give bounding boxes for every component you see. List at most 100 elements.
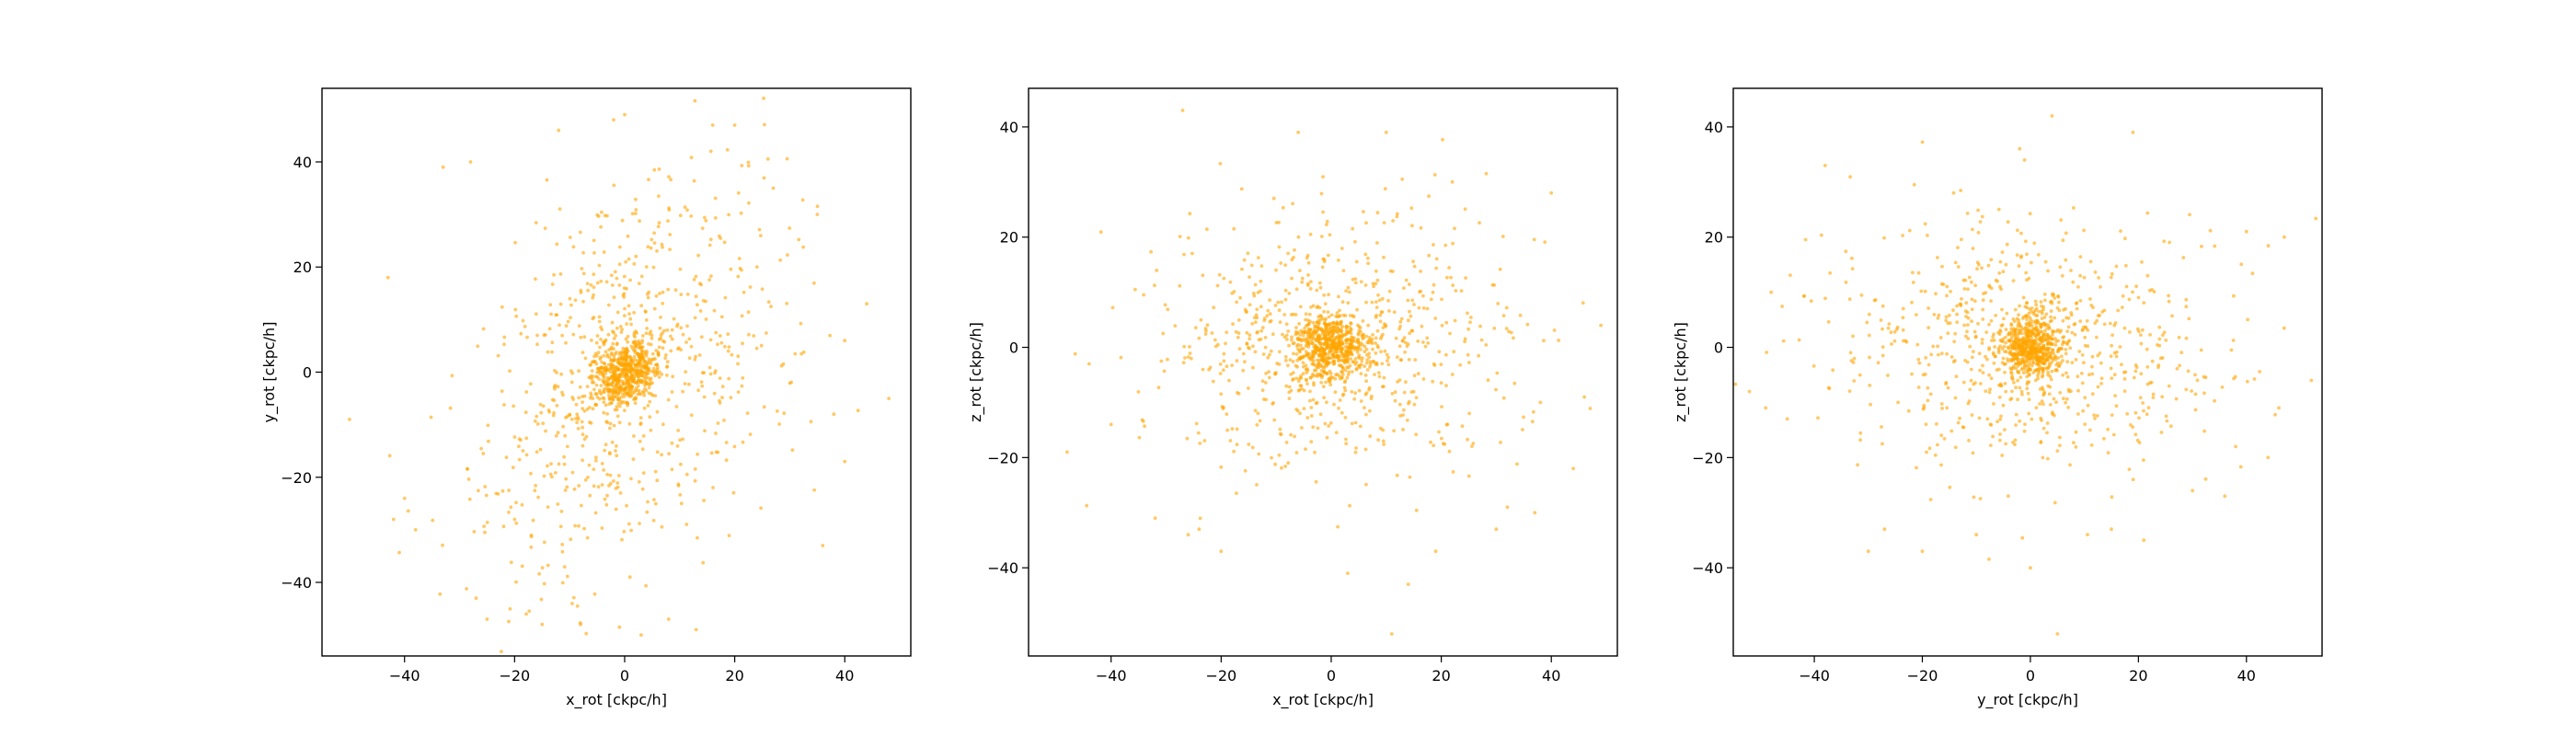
scatter-point — [549, 462, 553, 466]
scatter-point — [2058, 435, 2062, 440]
scatter-point — [560, 543, 565, 546]
scatter-point — [1902, 339, 1905, 343]
scatter-point — [1261, 397, 1266, 401]
scatter-point — [1364, 379, 1368, 384]
scatter-point — [554, 313, 558, 317]
scatter-point — [1337, 294, 1340, 299]
scatter-point — [604, 386, 608, 391]
scatter-point — [615, 341, 619, 346]
scatter-point — [1330, 334, 1335, 338]
scatter-point — [2099, 285, 2102, 289]
scatter-point — [1292, 256, 1295, 259]
scatter-point — [1363, 392, 1368, 397]
scatter-point — [638, 219, 641, 224]
scatter-point — [1317, 362, 1321, 366]
scatter-point — [1386, 362, 1391, 367]
scatter-point — [2054, 329, 2059, 333]
scatter-point — [644, 318, 649, 322]
scatter-point — [2004, 328, 2008, 331]
scatter-point — [1496, 302, 1501, 305]
scatter-point — [580, 420, 584, 424]
scatter-point — [554, 433, 558, 438]
scatter-point — [1923, 289, 1927, 293]
scatter-point — [2048, 355, 2053, 360]
scatter-point — [1219, 392, 1224, 397]
scatter-point — [581, 351, 585, 354]
scatter-point — [1313, 330, 1317, 335]
scatter-point — [608, 382, 613, 386]
scatter-point — [668, 247, 672, 251]
scatter-point — [658, 326, 662, 330]
scatter-point — [1374, 351, 1378, 355]
scatter-point — [1764, 406, 1768, 410]
scatter-point — [616, 401, 621, 406]
scatter-point — [1248, 275, 1251, 279]
scatter-point — [539, 597, 544, 602]
scatter-point — [2047, 392, 2052, 397]
scatter-point — [635, 381, 639, 385]
scatter-point — [592, 285, 596, 290]
scatter-point — [657, 167, 661, 171]
scatter-point — [569, 369, 573, 374]
scatter-point — [482, 524, 486, 528]
scatter-point — [1339, 321, 1343, 326]
scatter-point — [1445, 275, 1449, 280]
scatter-point — [1374, 300, 1378, 304]
scatter-point — [1977, 351, 1982, 356]
scatter-point — [1393, 390, 1397, 395]
scatter-point — [2193, 408, 2198, 412]
scatter-point — [2164, 414, 2168, 419]
scatter-point — [724, 458, 729, 463]
scatter-point — [1153, 516, 1157, 521]
scatter-point — [581, 250, 585, 255]
scatter-point — [617, 283, 622, 287]
scatter-point — [645, 327, 650, 330]
scatter-point — [1343, 416, 1348, 420]
scatter-point — [1365, 340, 1370, 345]
scatter-point — [562, 565, 567, 569]
scatter-point — [2142, 538, 2146, 543]
scatter-point — [1441, 137, 1444, 142]
scatter-point — [1141, 420, 1145, 423]
scatter-point — [1339, 363, 1342, 367]
scatter-point — [679, 462, 683, 466]
x-tick-label: 40 — [2237, 667, 2256, 684]
scatter-point — [2109, 275, 2113, 280]
scatter-point — [1366, 261, 1370, 266]
scatter-point — [1372, 284, 1375, 289]
scatter-point — [736, 190, 741, 195]
scatter-point — [650, 336, 654, 340]
scatter-point — [1338, 314, 1342, 318]
scatter-point — [1304, 344, 1308, 348]
scatter-point — [1375, 241, 1379, 245]
scatter-point — [656, 365, 660, 370]
scatter-point — [762, 176, 766, 180]
scatter-point — [594, 392, 599, 397]
scatter-point — [2131, 477, 2135, 482]
scatter-point — [1283, 288, 1288, 293]
scatter-point — [2106, 427, 2110, 431]
scatter-point — [629, 359, 633, 363]
scatter-point — [623, 306, 627, 311]
scatter-point — [674, 405, 679, 408]
scatter-point — [599, 384, 604, 387]
scatter-point — [592, 467, 596, 471]
scatter-point — [2114, 354, 2119, 359]
scatter-point — [2057, 308, 2062, 313]
scatter-point — [2017, 345, 2021, 350]
scatter-point — [624, 259, 628, 264]
scatter-point — [637, 374, 641, 379]
scatter-point — [599, 224, 603, 229]
scatter-point — [1852, 379, 1857, 383]
scatter-point — [548, 472, 553, 477]
scatter-point — [1295, 331, 1299, 336]
scatter-point — [657, 345, 661, 350]
scatter-point — [1286, 461, 1291, 466]
scatter-point — [2050, 351, 2053, 355]
scatter-point — [1543, 240, 1547, 244]
scatter-point — [568, 296, 572, 301]
scatter-point — [1236, 391, 1241, 396]
scatter-point — [1340, 349, 1343, 352]
scatter-point — [793, 351, 798, 356]
